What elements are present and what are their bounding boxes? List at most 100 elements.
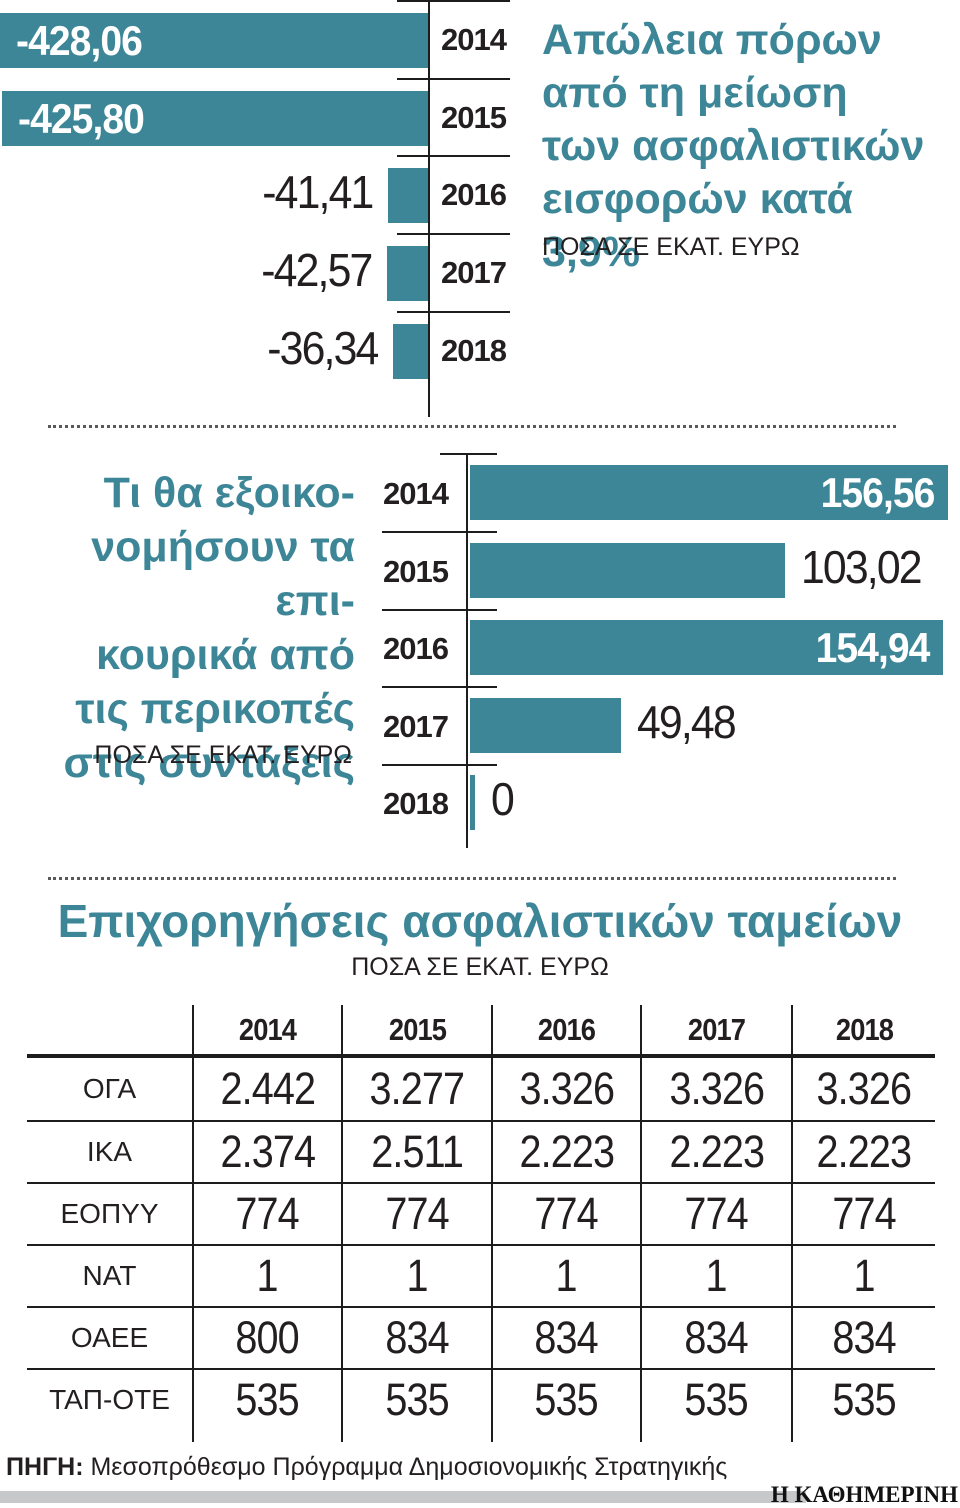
- table-cell: 834: [341, 1306, 491, 1368]
- table-column-header: 2018: [791, 1005, 935, 1058]
- table-cell-value: 535: [832, 1374, 896, 1425]
- bar-2015: [2, 91, 430, 146]
- table-cell: 2.223: [791, 1120, 935, 1182]
- table-cell-value: 834: [832, 1312, 896, 1363]
- table-bottom-spacer: [491, 1430, 640, 1442]
- column-header-text: 2014: [238, 1011, 297, 1047]
- table-column-header: 2017: [640, 1005, 791, 1058]
- year-label: 2017: [441, 255, 507, 290]
- bar-2015: [470, 543, 785, 598]
- chart2-title-line: νομήσουν τα επι-: [91, 523, 355, 625]
- table-cell-value: 3.277: [369, 1063, 466, 1114]
- table-cell: 2.511: [341, 1120, 491, 1182]
- axis-tick: [397, 78, 510, 80]
- table-cell: 2.374: [192, 1120, 341, 1182]
- table-cell: 3.277: [341, 1058, 491, 1120]
- bar-value-label: -425,80: [18, 95, 145, 142]
- axis-tick: [440, 453, 497, 455]
- chart2-title-line: κουρικά από: [96, 631, 355, 679]
- table-cell-value: 774: [235, 1188, 300, 1239]
- table-row-label: ΟΑΕΕ: [27, 1306, 192, 1368]
- table-cell: 3.326: [640, 1058, 791, 1120]
- table-cell-value: 3.326: [816, 1063, 913, 1114]
- bar-value-label: 49,48: [637, 696, 737, 748]
- axis-tick: [382, 686, 497, 688]
- table-cell: 2.442: [192, 1058, 341, 1120]
- section-divider: [48, 877, 896, 880]
- axis-line: [428, 0, 430, 417]
- table-cell-value: 774: [534, 1188, 599, 1239]
- table-cell: 774: [341, 1182, 491, 1244]
- table-cell-value: 535: [385, 1374, 449, 1425]
- year-label: 2018: [383, 786, 449, 821]
- bar-2017: [387, 246, 430, 301]
- table-cell-value: 774: [385, 1188, 449, 1239]
- table-cell-value: 774: [832, 1188, 896, 1239]
- table-cell-value: 834: [684, 1312, 749, 1363]
- bar-value-label: -42,57: [260, 244, 373, 296]
- bar-2018: [393, 324, 430, 379]
- table-cell: 2.223: [640, 1120, 791, 1182]
- bar-value-label: -36,34: [266, 322, 379, 374]
- table-cell: 1: [491, 1244, 640, 1306]
- table-cell-value: 2.374: [220, 1126, 316, 1177]
- chart1-title: Απώλεια πόρων από τη μείωση των ασφαλιστ…: [542, 14, 960, 279]
- table-cell: 774: [640, 1182, 791, 1244]
- table-cell-value: 1: [853, 1250, 875, 1301]
- year-label: 2014: [383, 476, 449, 511]
- table-bottom-spacer: [192, 1430, 341, 1442]
- table-cell: 535: [491, 1368, 640, 1430]
- chart2-title-line: τις περικοπές: [75, 685, 355, 733]
- table-cell: 3.326: [791, 1058, 935, 1120]
- table-cell: 2.223: [491, 1120, 640, 1182]
- chart2-title-line: στις συντάξεις: [63, 739, 355, 787]
- bar-2014: [470, 465, 948, 520]
- bar-2016: [388, 168, 430, 223]
- bar-2016: [470, 620, 943, 675]
- table-cell: 834: [491, 1306, 640, 1368]
- table-column-header: 2014: [192, 1005, 341, 1058]
- table-cell-value: 2.223: [669, 1126, 765, 1177]
- table-cell-value: 3.326: [669, 1063, 765, 1114]
- table-bottom-spacer: [791, 1430, 935, 1442]
- table-cell: 535: [341, 1368, 491, 1430]
- table-column-header: 2016: [491, 1005, 640, 1058]
- table-cell-value: 2.442: [220, 1063, 316, 1114]
- axis-tick: [397, 233, 510, 235]
- chart2-unit-subtitle: ΠΟΣΑ ΣΕ ΕΚΑΤ. ΕΥΡΩ: [94, 741, 352, 769]
- year-label: 2016: [441, 177, 507, 212]
- bar-2018: [470, 775, 475, 830]
- footer-rule: [0, 1491, 806, 1503]
- table-cell-value: 774: [684, 1188, 749, 1239]
- table-row-label: ΤΑΠ-ΟΤΕ: [27, 1368, 192, 1430]
- table-cell: 1: [192, 1244, 341, 1306]
- source-label: ΠΗΓΗ:: [6, 1453, 84, 1481]
- axis-tick: [382, 609, 497, 611]
- source-text: Μεσοπρόθεσμο Πρόγραμμα Δημοσιονομικής Στ…: [90, 1453, 728, 1481]
- chart1-title-line: από τη μείωση: [542, 69, 848, 117]
- year-label: 2015: [441, 100, 507, 135]
- table-bottom-spacer: [27, 1430, 192, 1442]
- bar-value-label: 154,94: [815, 624, 930, 671]
- chart2-title: Τι θα εξοικο- νομήσουν τα επι- κουρικά α…: [0, 466, 355, 790]
- table-cell-value: 2.511: [371, 1126, 464, 1177]
- table-cell: 535: [192, 1368, 341, 1430]
- chart1-title-line: εισφορών κατά 3,9%: [542, 175, 853, 276]
- year-label: 2017: [383, 709, 449, 744]
- table-cell: 1: [640, 1244, 791, 1306]
- table-cell-value: 1: [555, 1250, 578, 1301]
- table-cell-value: 535: [235, 1374, 300, 1425]
- year-label: 2018: [441, 333, 507, 368]
- column-header-text: 2016: [537, 1011, 596, 1047]
- table-row-label: ΟΓΑ: [82, 1073, 137, 1104]
- table-cell-value: 535: [684, 1374, 749, 1425]
- table-cell-value: 834: [534, 1312, 599, 1363]
- table-row-label: ΙΚΑ: [27, 1120, 192, 1182]
- table-cell: 834: [791, 1306, 935, 1368]
- kathimerini-logo: Η ΚΑΘΗΜΕΡΙΝΗ: [770, 1482, 958, 1507]
- column-header-text: 2018: [835, 1011, 893, 1047]
- table-bottom-spacer: [640, 1430, 791, 1442]
- table-cell: 774: [192, 1182, 341, 1244]
- axis-line: [466, 453, 468, 848]
- axis-tick: [397, 155, 510, 157]
